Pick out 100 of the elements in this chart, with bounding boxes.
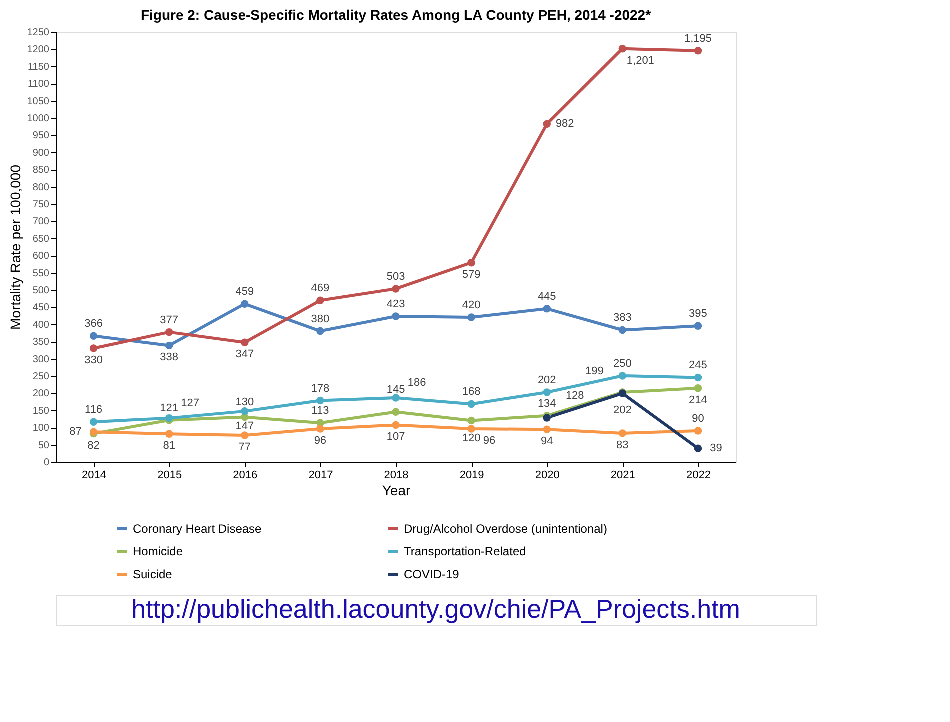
point <box>90 332 98 340</box>
data-label: 81 <box>163 440 176 452</box>
legend-label: Coronary Heart Disease <box>133 522 262 536</box>
point <box>392 394 400 402</box>
data-label: 87 <box>70 426 82 438</box>
point <box>468 314 476 322</box>
y-axis-title: Mortality Rate per 100,000 <box>7 164 24 330</box>
point <box>392 312 400 320</box>
data-label: 1,201 <box>626 54 654 67</box>
point <box>316 327 324 336</box>
data-label: 134 <box>538 398 556 410</box>
data-label: 94 <box>540 436 554 448</box>
y-tick-label: 950 <box>32 130 50 142</box>
data-label: 120 <box>462 432 481 445</box>
data-label: 90 <box>692 413 704 426</box>
point <box>543 426 551 434</box>
y-tick-label: 400 <box>32 320 50 331</box>
data-label: 202 <box>538 374 556 387</box>
data-label: 383 <box>613 312 632 324</box>
x-tick-label: 2020 <box>535 470 560 482</box>
data-label: 469 <box>311 282 330 295</box>
point <box>694 374 702 382</box>
data-label: 459 <box>236 286 254 298</box>
y-tick-label: 50 <box>38 440 50 452</box>
point <box>90 344 98 352</box>
text: http://publichealth.lacounty.gov/chie/PA_Projects.htm <box>132 594 740 624</box>
data-label: 147 <box>236 420 254 432</box>
x-tick-label: 2018 <box>384 470 409 482</box>
legend-label: Drug/Alcohol Overdose (unintentional) <box>404 522 608 536</box>
data-label: 82 <box>88 440 100 452</box>
chart-title: Figure 2: Cause-Specific Mortality Rates Among LA County PEH, 2014 -2022* <box>140 7 652 23</box>
point <box>468 258 476 267</box>
x-tick-label: 2014 <box>82 470 107 482</box>
point <box>468 400 476 408</box>
y-tick-label: 150 <box>32 406 50 417</box>
legend-label: COVID-19 <box>404 568 460 582</box>
y-tick-label: 800 <box>32 182 50 194</box>
point <box>316 425 324 433</box>
y-tick-label: 900 <box>32 148 50 159</box>
data-label: 186 <box>408 377 426 390</box>
data-label: 121 <box>160 402 179 414</box>
data-label: 395 <box>689 308 708 320</box>
point <box>694 322 702 330</box>
y-tick-label: 600 <box>32 251 50 262</box>
point <box>618 326 627 334</box>
point <box>468 425 476 433</box>
data-label: 503 <box>386 270 406 283</box>
y-tick-label: 450 <box>32 302 50 314</box>
x-tick-label: 2017 <box>308 470 334 482</box>
data-label: 377 <box>160 314 179 326</box>
data-label: 128 <box>566 390 584 402</box>
x-tick-label: 2019 <box>460 470 484 482</box>
y-tick-label: 1050 <box>27 96 50 108</box>
data-label: 420 <box>462 300 481 312</box>
y-tick-label: 350 <box>32 337 50 348</box>
legend-label: Suicide <box>133 568 173 582</box>
point <box>543 120 551 128</box>
point <box>316 296 324 305</box>
point <box>165 414 174 422</box>
point <box>694 444 702 452</box>
data-label: 347 <box>236 348 254 361</box>
y-tick-label: 0 <box>44 458 50 468</box>
point <box>694 47 702 55</box>
data-label: 338 <box>160 352 179 364</box>
point <box>165 342 174 350</box>
point <box>165 328 174 336</box>
data-label: 380 <box>311 313 330 326</box>
data-label: 245 <box>689 360 708 372</box>
point <box>241 408 249 416</box>
data-label: 445 <box>538 290 556 303</box>
point <box>618 44 627 53</box>
point <box>241 300 249 308</box>
y-tick-label: 650 <box>32 234 50 245</box>
x-axis-title: Year <box>382 482 411 498</box>
data-label: 39 <box>710 442 722 455</box>
data-label: 330 <box>84 354 103 366</box>
data-label: 1,195 <box>684 32 712 45</box>
point <box>392 285 400 293</box>
data-label: 107 <box>386 431 406 444</box>
x-tick-label: 2021 <box>610 470 636 482</box>
point <box>165 430 174 438</box>
y-tick-label: 750 <box>32 200 50 210</box>
data-label: 214 <box>689 394 708 406</box>
point <box>618 372 627 380</box>
y-tick-label: 300 <box>32 354 50 366</box>
y-tick-label: 1150 <box>28 62 50 73</box>
y-tick-label: 700 <box>32 216 50 228</box>
y-tick-label: 1100 <box>28 79 50 90</box>
data-label: 127 <box>181 397 200 410</box>
data-label: 168 <box>462 386 481 398</box>
data-label: 982 <box>556 118 574 130</box>
y-tick-label: 1000 <box>27 114 50 124</box>
point <box>392 421 400 430</box>
data-label: 113 <box>312 405 330 418</box>
y-tick-label: 250 <box>32 372 50 382</box>
data-label: 202 <box>613 404 632 417</box>
data-label: 178 <box>311 382 330 395</box>
point <box>543 388 551 396</box>
point <box>241 338 249 346</box>
x-tick-label: 2022 <box>686 470 711 482</box>
